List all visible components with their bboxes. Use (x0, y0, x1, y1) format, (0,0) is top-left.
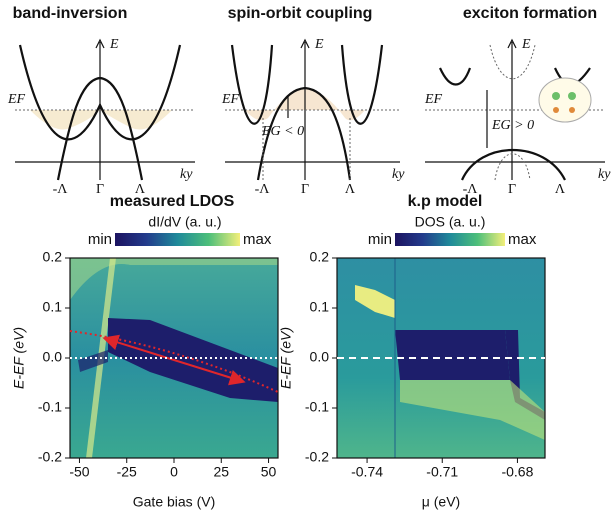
colorbar-label: DOS (a. u.) (415, 214, 486, 230)
diagram-exciton: exciton formation E EF EG > 0 ky -Λ Γ Λ (424, 5, 611, 197)
k-point: Γ (301, 182, 309, 197)
energy-axis-label: E (109, 37, 119, 52)
momentum-axis-label: ky (180, 167, 193, 182)
y-tick-label: -0.2 (305, 449, 329, 465)
diagram-spin-orbit: spin-orbit coupling E EF EG < 0 ky -Λ Γ … (221, 5, 405, 197)
colorbar-max: max (243, 231, 272, 248)
k-point: Γ (508, 182, 516, 197)
k-point: Λ (135, 182, 146, 197)
momentum-axis-label: ky (598, 167, 611, 182)
y-tick-label: 0.0 (310, 349, 330, 365)
diagram-band-inversion: band-inversion E EF ky -Λ Γ Λ (7, 5, 195, 197)
k-point: Λ (345, 182, 356, 197)
fermi-label: EF (221, 92, 240, 107)
gap-label: EG > 0 (491, 118, 534, 133)
diagram-title: band-inversion (13, 5, 128, 22)
x-tick-label: -25 (117, 464, 137, 480)
k-point: -Λ (53, 182, 69, 197)
k-point: -Λ (463, 182, 479, 197)
energy-axis-label: E (521, 37, 531, 52)
y-tick-label: -0.1 (305, 399, 329, 415)
k-point: -Λ (255, 182, 271, 197)
colorbar (395, 233, 505, 246)
x-tick-label: 25 (213, 464, 229, 480)
heatmaps: measured LDOS dI/dV (a. u.) min max 0.2 0.1 0.… (11, 193, 546, 510)
x-axis-label: μ (eV) (422, 494, 460, 510)
colorbar-label: dI/dV (a. u.) (148, 214, 221, 230)
x-tick-label: -0.68 (501, 464, 533, 480)
y-axis-label: E-EF (eV) (278, 327, 294, 389)
y-tick-label: 0.1 (43, 299, 63, 315)
x-tick-label: 0 (170, 464, 178, 480)
overlays (69, 330, 545, 393)
fermi-label: EF (424, 92, 443, 107)
colorbar-min: min (88, 231, 112, 248)
chart-title: k.p model (408, 193, 483, 210)
chart-title: measured LDOS (110, 193, 235, 210)
y-tick-label: -0.2 (38, 449, 62, 465)
y-axis-label: E-EF (eV) (11, 327, 27, 389)
diagram-title: exciton formation (463, 5, 597, 22)
x-tick-label: -0.71 (426, 464, 458, 480)
y-tick-label: 0.0 (43, 349, 63, 365)
colorbar-min: min (368, 231, 392, 248)
heatmap-image (337, 258, 545, 458)
y-tick-label: -0.1 (38, 399, 62, 415)
x-tick-label: -0.74 (351, 464, 383, 480)
k-point: Γ (96, 182, 104, 197)
colorbar (115, 233, 240, 246)
x-axis-label: Gate bias (V) (133, 494, 215, 510)
x-tick-label: -50 (69, 464, 89, 480)
gap-label: EG < 0 (261, 124, 304, 139)
momentum-axis-label: ky (392, 167, 405, 182)
y-tick-label: 0.1 (310, 299, 330, 315)
diagram-title: spin-orbit coupling (228, 5, 373, 22)
x-tick-label: 50 (261, 464, 277, 480)
y-tick-label: 0.2 (43, 249, 63, 265)
energy-axis-label: E (314, 37, 324, 52)
k-point: Λ (555, 182, 566, 197)
fermi-label: EF (7, 92, 26, 107)
colorbar-max: max (508, 231, 537, 248)
y-tick-label: 0.2 (310, 249, 330, 265)
